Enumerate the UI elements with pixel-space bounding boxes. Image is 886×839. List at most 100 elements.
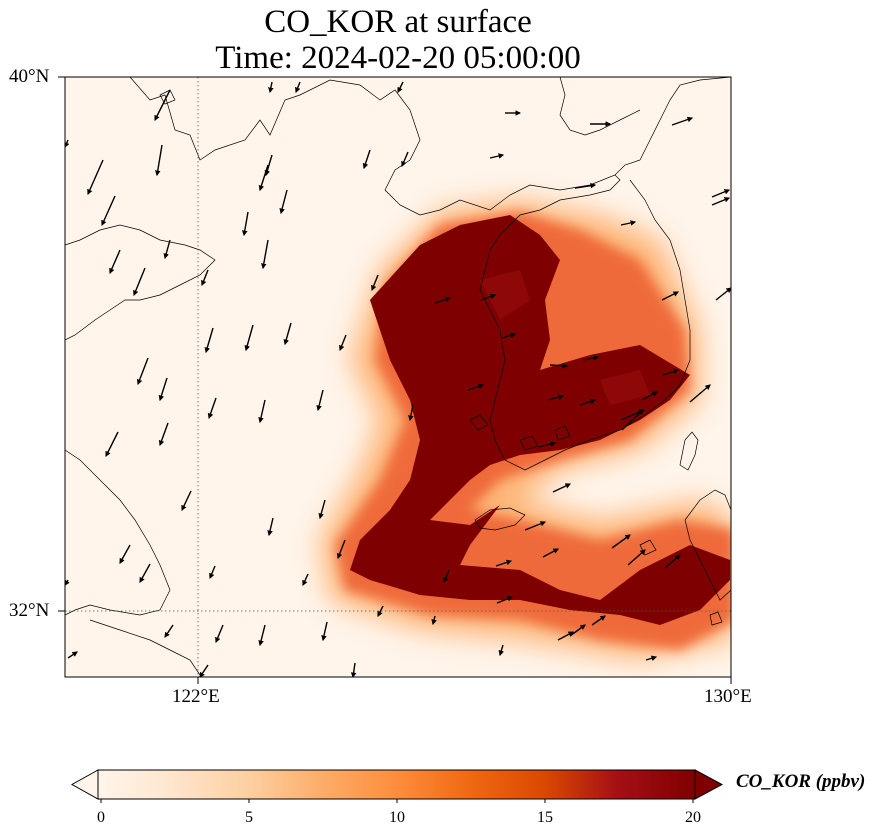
lat-tick-40N: 40°N [9, 66, 50, 87]
wind-arrow [261, 239, 269, 270]
wind-arrow [337, 539, 346, 560]
wind-arrow [467, 383, 485, 391]
wind-arrow [401, 151, 409, 168]
wind-arrow [362, 149, 371, 170]
wind-arrow [715, 287, 731, 301]
wind-arrow [495, 559, 513, 567]
wind-arrow [209, 565, 216, 580]
wind-arrow [569, 624, 586, 637]
wind-arrow [611, 534, 631, 549]
wind-arrow [641, 391, 658, 401]
wind-arrow [377, 605, 384, 618]
wind-arrow [268, 81, 274, 94]
wind-arrow [620, 220, 637, 226]
wind-arrow [552, 483, 572, 493]
map-frame [64, 76, 732, 678]
colorbar-tick-5: 5 [245, 809, 253, 826]
wind-arrow [689, 384, 711, 403]
map-area [65, 77, 731, 677]
wind-arrow [501, 332, 517, 339]
wind-arrow [582, 355, 600, 361]
wind-arrow [267, 517, 274, 537]
wind-arrow [158, 422, 169, 447]
wind-arrow [711, 197, 731, 206]
wind-arrow [579, 398, 597, 406]
wind-arrow [207, 397, 217, 420]
wind-arrow [524, 521, 547, 531]
wind-arrow [67, 651, 78, 659]
wind-arrow [620, 409, 646, 421]
wind-arrow [496, 596, 514, 604]
wind-arrow [489, 153, 505, 159]
wind-arrow [87, 159, 104, 196]
colorbar-tick-0: 0 [97, 809, 105, 826]
wind-arrow [664, 554, 681, 569]
wind-arrow [119, 544, 131, 564]
colorbar [70, 769, 724, 803]
wind-arrow [283, 322, 292, 346]
wind-arrow [538, 441, 557, 448]
wind-arrow [295, 81, 301, 94]
wind-arrow [258, 624, 266, 647]
wind-arrow [408, 404, 414, 422]
wind-arrow [101, 195, 116, 227]
wind-arrow [318, 499, 326, 520]
lon-tick-130E: 130°E [704, 686, 752, 707]
wind-arrow [133, 267, 146, 297]
wind-arrow [139, 563, 151, 583]
wind-arrow [350, 662, 357, 677]
wind-arrow [136, 357, 149, 386]
concentration-core-inner [480, 270, 650, 405]
wind-arrow [264, 154, 273, 177]
wind-arrow [109, 249, 121, 275]
wind-arrow [711, 189, 731, 198]
wind-arrow [498, 644, 504, 657]
wind-arrow [258, 399, 266, 424]
wind-arrow [671, 116, 694, 126]
wind-arrow [574, 182, 597, 189]
coastlines [65, 77, 731, 676]
wind-arrow [163, 239, 171, 260]
wind-arrow [591, 615, 606, 626]
wind-arrow [181, 490, 192, 512]
wind-arrow [645, 655, 658, 661]
wind-arrow [242, 211, 249, 237]
wind-arrow [215, 624, 224, 644]
wind-arrow [154, 144, 163, 177]
wind-arrow [434, 296, 452, 304]
colorbar-tick-10: 10 [389, 809, 405, 826]
wind-arrow [158, 377, 168, 402]
wind-arrow [302, 573, 309, 587]
wind-arrow [397, 81, 404, 94]
colorbar-tick-20: 20 [685, 809, 701, 826]
wind-arrow [199, 664, 209, 677]
wind-arrow [316, 389, 324, 412]
map-subtitle-time: Time: 2024-02-20 05:00:00 [215, 40, 581, 76]
wind-arrow [547, 394, 565, 401]
wind-arrow [661, 291, 680, 301]
wind-arrow [549, 362, 569, 369]
wind-arrow [431, 615, 437, 626]
wind-arrow [557, 631, 574, 641]
wind-arrow [105, 431, 119, 458]
wind-arrow [154, 89, 171, 122]
lat-tick-32N: 32°N [9, 600, 50, 621]
wind-arrow [244, 324, 254, 352]
gridlines [65, 77, 731, 677]
colorbar-tick-15: 15 [537, 809, 553, 826]
wind-vectors [65, 81, 731, 677]
wind-arrow [164, 624, 174, 638]
wind-arrow [443, 569, 450, 584]
concentration-core [350, 215, 730, 625]
wind-arrow [321, 621, 328, 642]
wind-arrow [662, 368, 680, 376]
wind-arrow [258, 164, 269, 192]
wind-arrow [201, 269, 209, 287]
wind-arrow [371, 274, 379, 292]
wind-arrow [627, 549, 646, 566]
wind-arrow [279, 189, 288, 215]
wind-arrow [204, 327, 214, 354]
wind-arrow [339, 334, 347, 352]
map-title: CO_KOR at surface [264, 4, 532, 40]
